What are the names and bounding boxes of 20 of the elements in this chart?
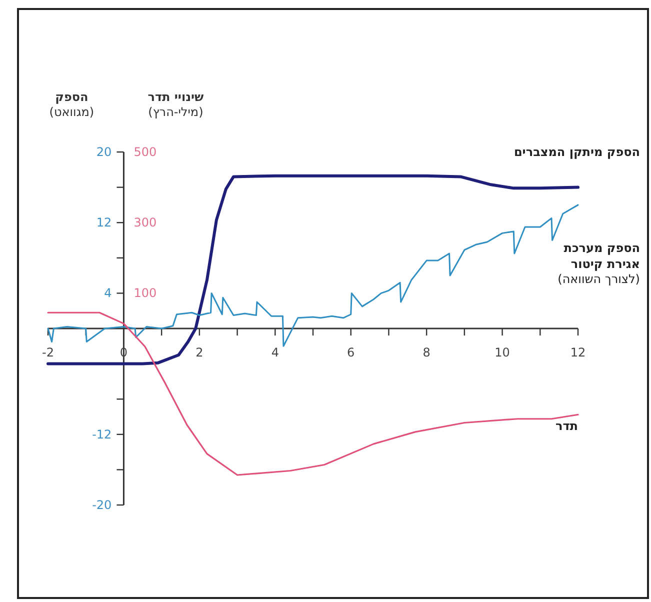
y-tick-label: 20: [96, 145, 112, 159]
x-tick-label: 4: [271, 346, 279, 360]
x-tick-label: -2: [42, 346, 54, 360]
y2-tick-label: 100: [134, 286, 157, 300]
y-tick-label: -12: [92, 427, 112, 442]
y-axis-title: הספק (מגוואט): [48, 90, 96, 120]
y-tick-label: -20: [92, 498, 112, 512]
y-tick-label: 12: [96, 216, 112, 230]
y2-tick-label: 500: [134, 145, 157, 159]
x-tick-label: 12: [570, 346, 586, 360]
y-tick-label: 4: [104, 286, 112, 300]
x-tick-label: 6: [347, 346, 355, 360]
x-tick-label: 2: [196, 346, 204, 360]
series-label: הספק מערכת אגירת קיטור (לצורך השוואה): [556, 240, 640, 288]
y2-tick-label: 300: [134, 216, 157, 230]
x-tick-label: 10: [494, 346, 510, 360]
y2-axis-title: שינויי תדר (מילי-הרץ): [146, 90, 205, 120]
x-tick-label: 8: [422, 346, 430, 360]
series-label: תדר: [556, 418, 578, 433]
text: הספק מיתקן המצברים: [514, 145, 640, 160]
